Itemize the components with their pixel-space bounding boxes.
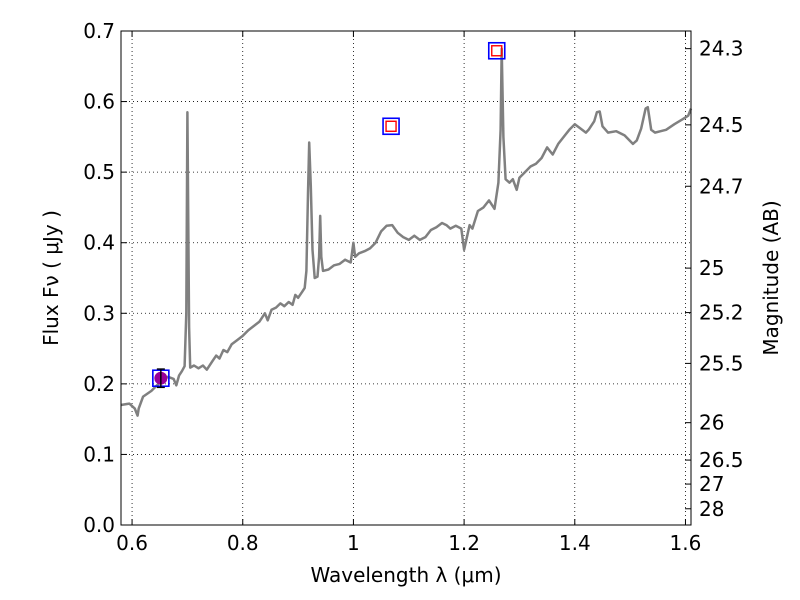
ticks: 0.6 0.8 1 1.2 1.4 1.6 0.0 0.1 0.2 0.3 0.4 0.5 0.6 0.7… xyxy=(83,19,743,555)
right-tick-label: 25.2 xyxy=(699,301,744,325)
series-line-spectrum xyxy=(120,47,693,417)
y-tick-label: 0.5 xyxy=(83,160,115,184)
photometry-point xyxy=(491,45,503,57)
right-tick-label: 25.5 xyxy=(699,351,744,375)
right-tick-label: 26 xyxy=(699,411,724,435)
right-tick-label: 24.3 xyxy=(699,37,744,61)
x-tick-label: 1.4 xyxy=(559,531,591,555)
y-tick-label: 0.3 xyxy=(83,301,115,325)
x-tick-label: 1 xyxy=(347,531,360,555)
right-tick-label: 24.5 xyxy=(699,113,744,137)
photometry-layer xyxy=(152,41,506,389)
x-axis-label: Wavelength λ (μm) xyxy=(310,563,501,587)
right-tick-label: 28 xyxy=(699,497,724,521)
y-tick-label: 0.6 xyxy=(83,90,115,114)
y-tick-label: 0.7 xyxy=(83,19,115,43)
y-axis-label-right: Magnitude (AB) xyxy=(759,200,783,355)
right-tick-label: 27 xyxy=(699,472,724,496)
x-tick-label: 0.6 xyxy=(116,531,148,555)
photometry-point xyxy=(385,120,397,132)
x-tick-label: 1.6 xyxy=(670,531,702,555)
right-tick-label: 24.7 xyxy=(699,174,744,198)
series-layer xyxy=(120,47,693,417)
y-tick-label: 0.4 xyxy=(83,231,115,255)
y-axis-label: Flux Fν ( μJy ) xyxy=(39,210,63,346)
photometry-box xyxy=(487,41,506,60)
x-tick-label: 1.2 xyxy=(448,531,480,555)
y-tick-label: 0.0 xyxy=(83,513,115,537)
y-tick-label: 0.1 xyxy=(83,442,115,466)
right-tick-label: 26.5 xyxy=(699,448,744,472)
x-tick-label: 0.8 xyxy=(227,531,259,555)
plot-frame xyxy=(120,30,692,526)
y-tick-label: 0.2 xyxy=(83,372,115,396)
right-tick-label: 25 xyxy=(699,256,724,280)
photometry-box xyxy=(382,117,400,136)
grid xyxy=(121,30,691,526)
